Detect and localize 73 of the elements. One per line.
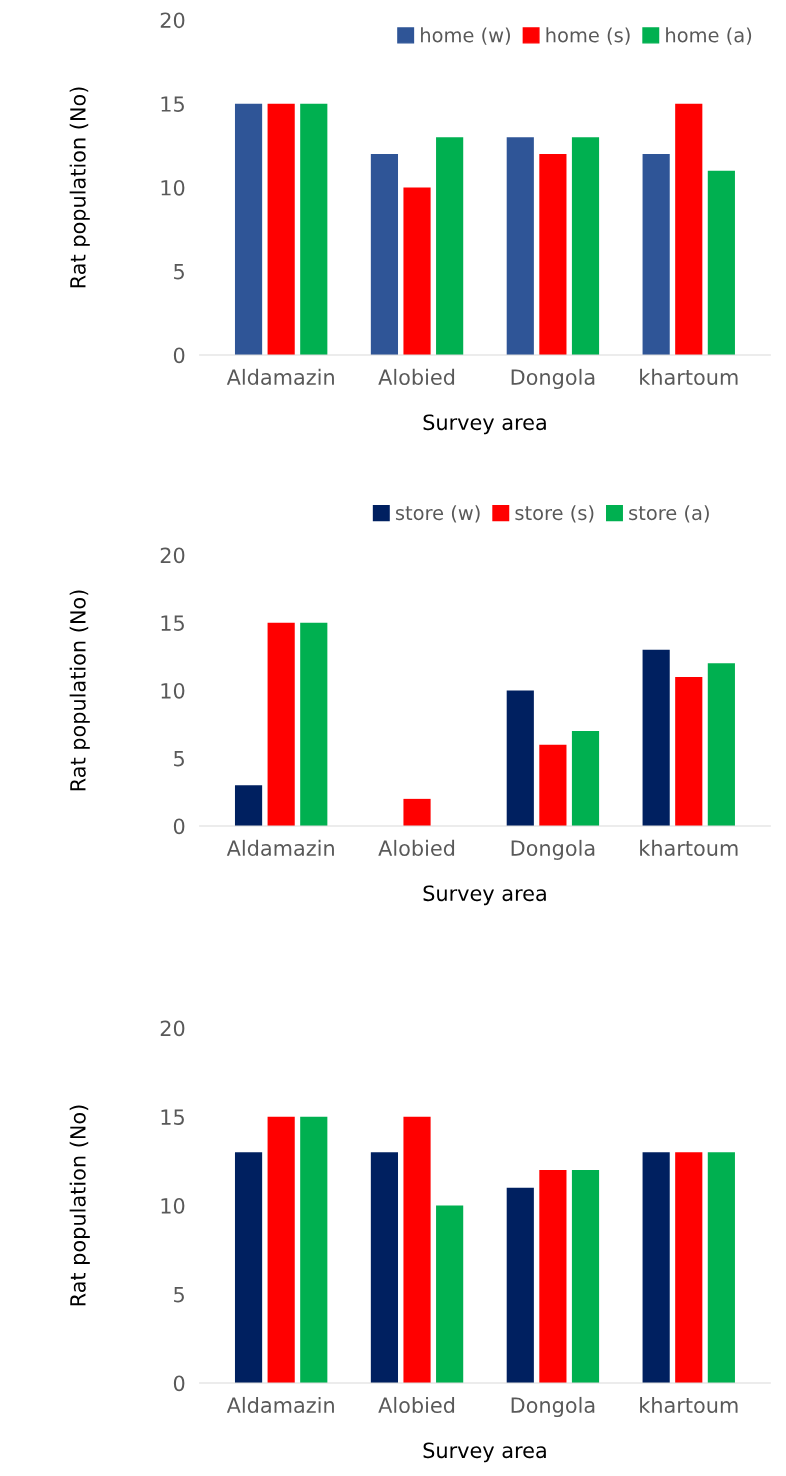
bar xyxy=(642,1152,670,1384)
x-tick-label: Alobied xyxy=(378,368,455,385)
x-tick-label: Aldamazin xyxy=(226,839,334,856)
y-tick-label: 20 xyxy=(160,547,185,564)
bar xyxy=(403,798,431,826)
bar xyxy=(234,103,263,355)
x-axis-title: Survey area xyxy=(423,1442,546,1463)
legend-label: store (s) xyxy=(515,505,594,523)
bar xyxy=(642,649,670,826)
bar xyxy=(300,103,328,355)
bar xyxy=(571,731,600,826)
y-tick-label: 5 xyxy=(174,1286,184,1303)
y-tick-label: 0 xyxy=(173,347,185,364)
bar xyxy=(539,153,567,355)
bar xyxy=(506,137,534,355)
bar xyxy=(707,170,735,355)
x-axis-title: Survey area xyxy=(423,885,546,906)
bar xyxy=(267,103,295,355)
bar xyxy=(675,676,703,826)
x-tick-label: Dongola xyxy=(511,1396,595,1418)
bar xyxy=(370,1152,399,1384)
legend-label: home (w) xyxy=(421,27,510,45)
y-tick-label: 5 xyxy=(174,750,184,767)
y-axis-title: Rat population (No) xyxy=(69,87,90,288)
x-tick-label: Dongola xyxy=(511,368,595,390)
bar xyxy=(571,137,600,355)
bar xyxy=(539,744,567,826)
y-axis-title: Rat population (No) xyxy=(69,1105,90,1306)
y-tick-label: 10 xyxy=(161,179,185,196)
legend-label: home (a) xyxy=(666,27,752,45)
x-tick-label: Alobied xyxy=(378,839,455,856)
bar xyxy=(506,690,534,826)
y-tick-label: 20 xyxy=(160,1020,185,1037)
bar xyxy=(707,1152,735,1384)
x-tick-label: khartoum xyxy=(640,368,738,385)
x-tick-label: Aldamazin xyxy=(226,368,334,385)
bar xyxy=(300,622,328,826)
bar xyxy=(234,785,263,826)
bar xyxy=(403,1116,431,1384)
bar xyxy=(267,1116,295,1384)
y-tick-label: 15 xyxy=(161,1109,184,1125)
bar xyxy=(642,153,670,355)
bar xyxy=(234,1152,263,1384)
bar xyxy=(539,1170,567,1384)
y-tick-label: 5 xyxy=(174,263,184,280)
bar xyxy=(370,153,399,355)
x-tick-label: Alobied xyxy=(378,1396,455,1414)
y-tick-label: 20 xyxy=(160,12,185,29)
legend-label: store (w) xyxy=(395,505,480,523)
y-tick-label: 10 xyxy=(161,682,185,699)
x-tick-label: khartoum xyxy=(640,1396,738,1414)
y-tick-label: 0 xyxy=(173,818,185,835)
bar xyxy=(707,663,735,826)
y-tick-label: 15 xyxy=(161,96,184,112)
y-tick-label: 15 xyxy=(161,615,184,631)
x-axis-title: Survey area xyxy=(423,414,546,435)
bar xyxy=(506,1187,534,1384)
bar xyxy=(571,1170,600,1384)
bar xyxy=(436,1205,464,1384)
legend-label: home (s) xyxy=(546,27,630,45)
x-tick-label: khartoum xyxy=(640,839,738,856)
bar xyxy=(675,1152,703,1384)
bar xyxy=(436,137,464,355)
bar xyxy=(267,622,295,826)
x-tick-label: Dongola xyxy=(511,839,595,861)
y-tick-label: 0 xyxy=(173,1375,185,1392)
bar xyxy=(675,103,703,355)
bar xyxy=(300,1116,328,1384)
y-tick-label: 10 xyxy=(161,1197,185,1214)
x-tick-label: Aldamazin xyxy=(226,1396,334,1414)
legend-label: store (a) xyxy=(629,505,709,523)
bar xyxy=(403,187,431,355)
y-axis-title: Rat population (No) xyxy=(69,590,90,791)
